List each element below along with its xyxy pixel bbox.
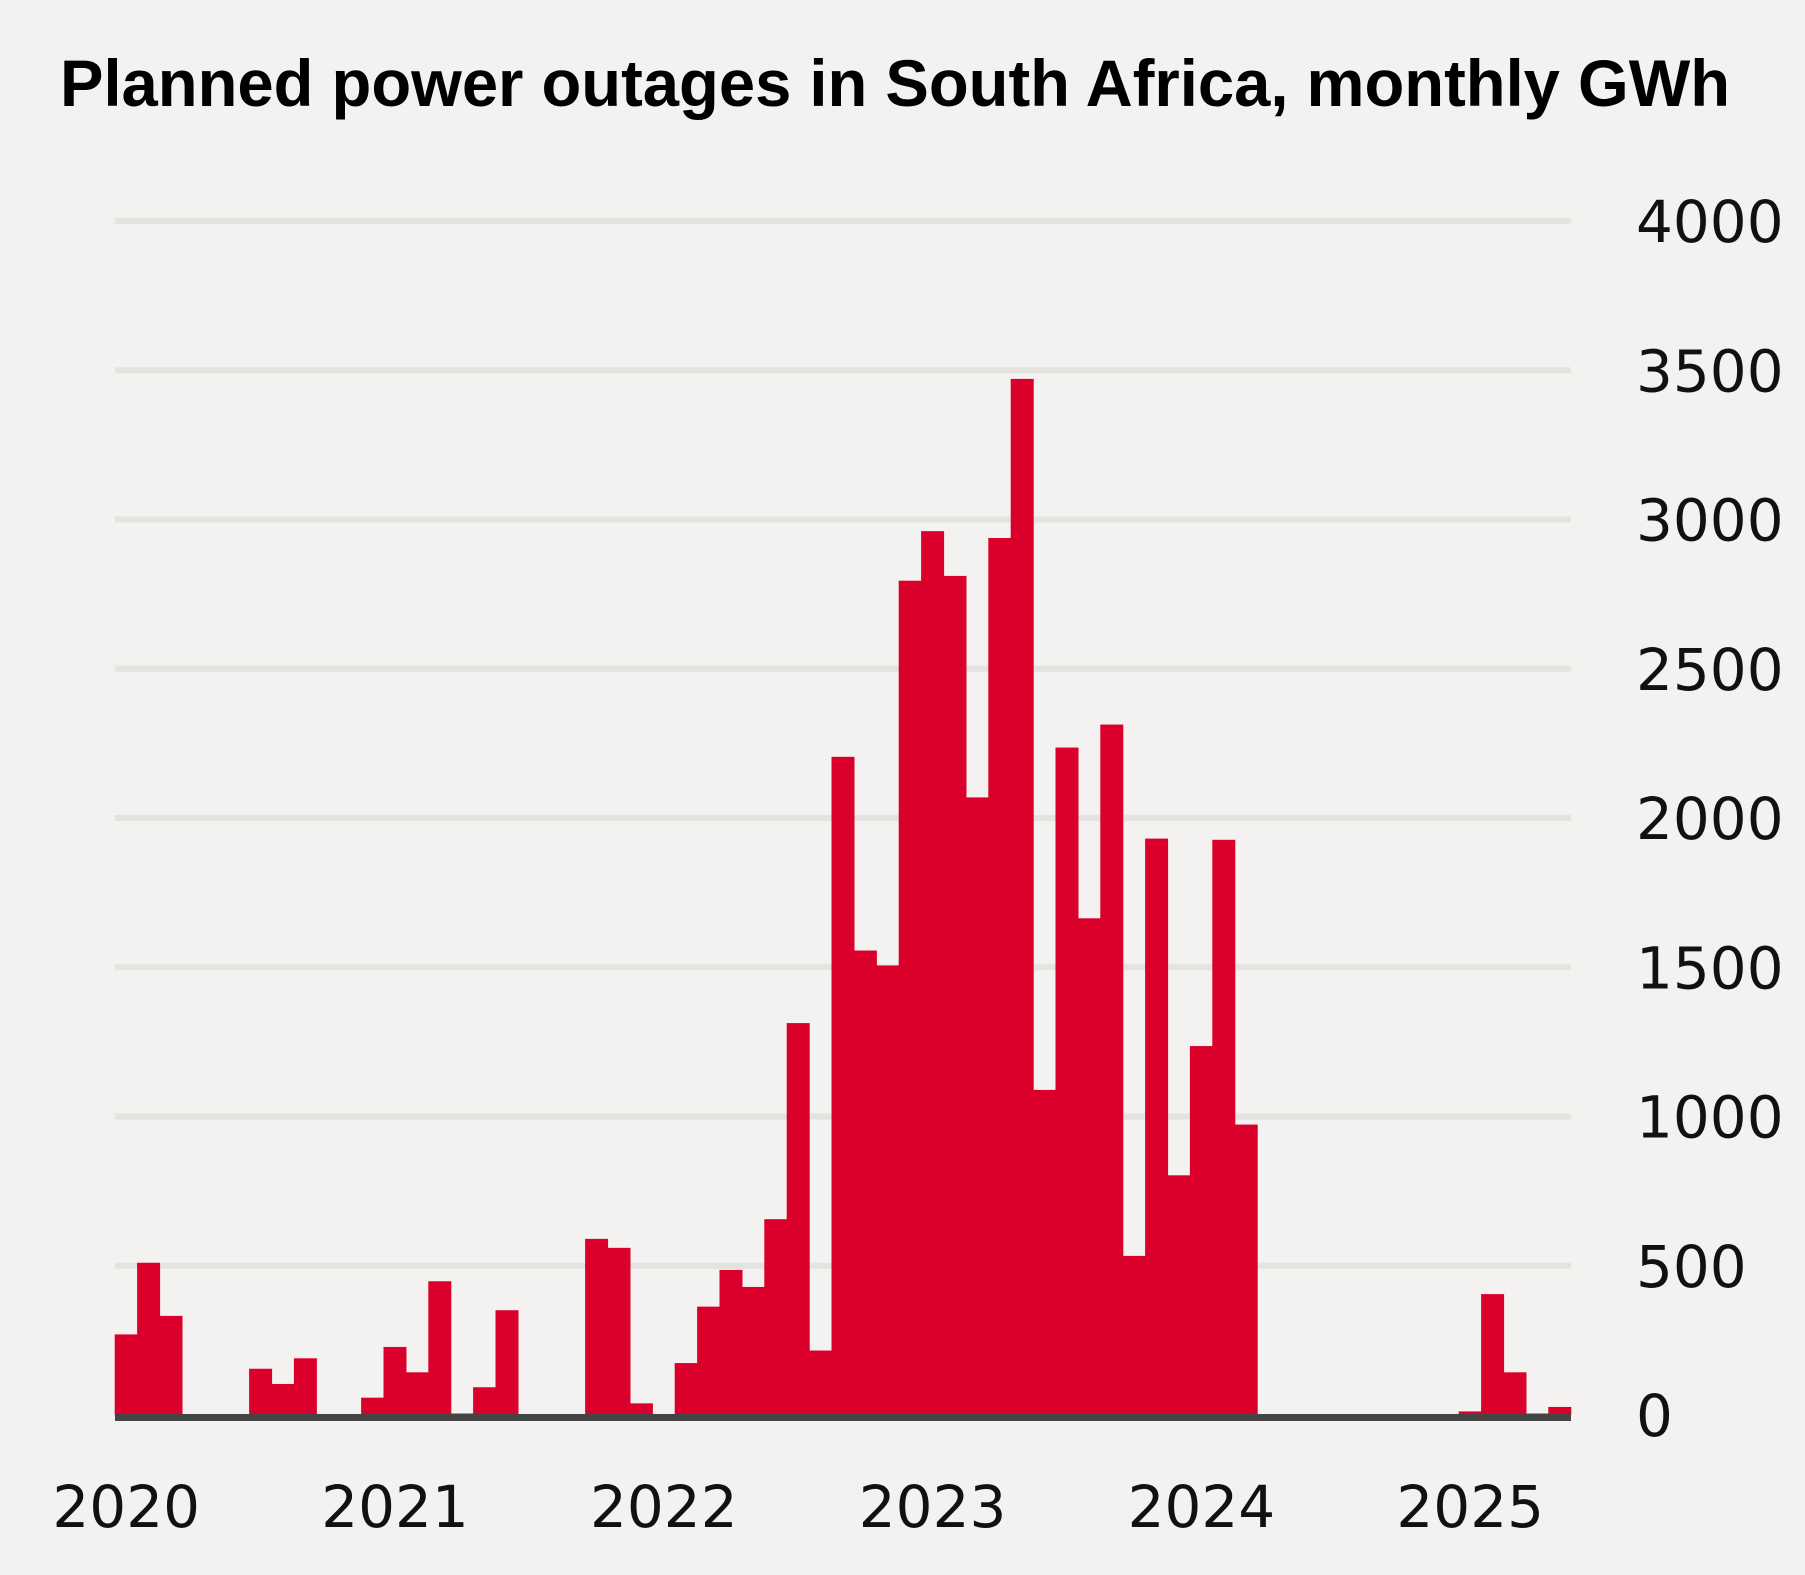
gridline [115,516,1571,523]
bar [1167,1175,1191,1415]
y-tick-label: 2500 [1636,636,1784,704]
bar [629,1403,653,1415]
bar [137,1262,161,1415]
bar [473,1387,497,1415]
y-tick-label: 1000 [1636,1084,1784,1152]
bar [674,1363,698,1415]
bar [1481,1294,1505,1415]
bars [114,378,1572,1415]
gridline [115,218,1571,224]
bar [764,1219,788,1415]
y-tick-label: 3500 [1636,337,1784,405]
y-tick-label: 0 [1636,1382,1673,1450]
x-tick-label: 2023 [859,1473,1007,1541]
bar [853,950,877,1415]
bar [1055,747,1079,1415]
bar [495,1310,519,1415]
gridline [115,665,1571,672]
bar [1122,1255,1146,1415]
gridline [115,367,1571,374]
x-tick-label: 2024 [1128,1473,1276,1541]
bar [293,1358,317,1415]
y-tick-labels: 0 500 1000 1500 2000 2500 3000 3500 4000 [1636,188,1784,1450]
bar [1548,1406,1572,1415]
bar [1145,838,1169,1415]
x-tick-labels: 2020 2021 2022 2023 2024 2025 [52,1473,1544,1541]
bar [809,1350,833,1415]
bar [943,575,967,1415]
bar [159,1315,183,1415]
x-tick-label: 2025 [1396,1473,1544,1541]
bar [831,756,855,1415]
bar [719,1269,743,1415]
bar [786,1023,810,1415]
y-tick-label: 2000 [1636,785,1784,853]
x-axis-baseline [115,1414,1571,1421]
bar [428,1281,452,1415]
bar [741,1286,765,1415]
bar [1100,724,1124,1415]
y-tick-label: 1500 [1636,934,1784,1002]
bar [1010,378,1034,1415]
bar [1033,1089,1057,1415]
bar [988,538,1012,1415]
bar [898,580,922,1415]
bar [921,531,945,1415]
y-tick-label: 4000 [1636,188,1784,256]
bar [249,1368,273,1415]
bar [1458,1411,1482,1415]
bar [607,1247,631,1415]
bar [1077,918,1101,1415]
bar [1212,839,1236,1415]
bar [1503,1372,1527,1415]
chart-title: Planned power outages in South Africa, m… [60,46,1730,120]
bar [965,797,989,1415]
bar [383,1346,407,1415]
bar [114,1334,138,1415]
bar [405,1372,429,1415]
bar [361,1397,385,1415]
y-tick-label: 500 [1636,1233,1747,1301]
x-tick-label: 2022 [590,1473,738,1541]
bar [1189,1046,1213,1415]
bar [585,1238,609,1415]
y-tick-label: 3000 [1636,487,1784,555]
bar [1234,1124,1258,1415]
bar [271,1383,295,1415]
x-tick-label: 2021 [321,1473,469,1541]
bar [697,1306,721,1415]
bar [876,965,900,1415]
x-tick-label: 2020 [52,1473,200,1541]
